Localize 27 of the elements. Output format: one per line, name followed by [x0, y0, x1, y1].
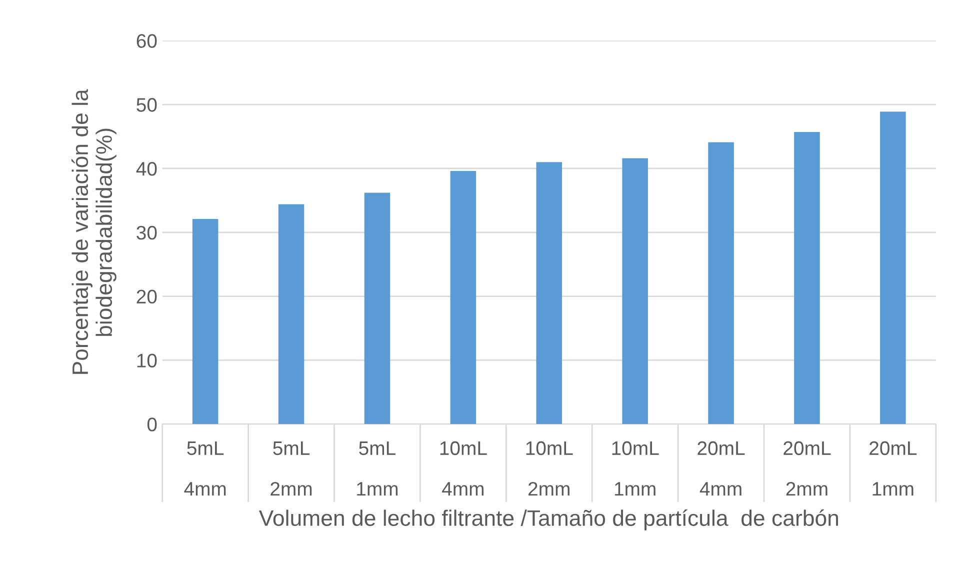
bar — [794, 132, 820, 424]
y-tick-label: 20 — [136, 290, 157, 304]
y-tick-label: 30 — [136, 226, 157, 240]
y-tick-label: 40 — [136, 162, 157, 176]
category-label: 5mL 2mm — [270, 442, 312, 496]
bar — [536, 162, 562, 424]
y-tick-label: 0 — [147, 418, 157, 432]
bar — [364, 192, 390, 424]
category-label: 20mL 2mm — [784, 441, 831, 496]
category-label: 5mL 1mm — [357, 442, 398, 496]
category-label: 10mL 2mm — [526, 441, 573, 496]
bar — [708, 142, 734, 424]
x-axis-title: Volumen de lecho filtrante /Tamaño de partícula de carbón — [258, 509, 838, 530]
bar — [450, 171, 476, 424]
y-tick-label: 10 — [137, 354, 157, 368]
category-label: 20mL 1mm — [870, 441, 917, 496]
category-label: 10mL 4mm — [440, 441, 487, 496]
bar — [192, 218, 218, 424]
y-tick-label: 50 — [136, 98, 157, 112]
y-axis-title: Porcentaje de variación de la biodegradabilidad(%) — [72, 89, 116, 374]
category-label: 10mL 1mm — [612, 441, 659, 496]
category-label: 20mL 4mm — [698, 441, 745, 496]
bar — [622, 158, 648, 424]
category-label: 5mL 4mm — [184, 442, 226, 496]
bar — [880, 112, 906, 424]
bar — [278, 204, 304, 424]
y-tick-label: 60 — [136, 34, 157, 48]
